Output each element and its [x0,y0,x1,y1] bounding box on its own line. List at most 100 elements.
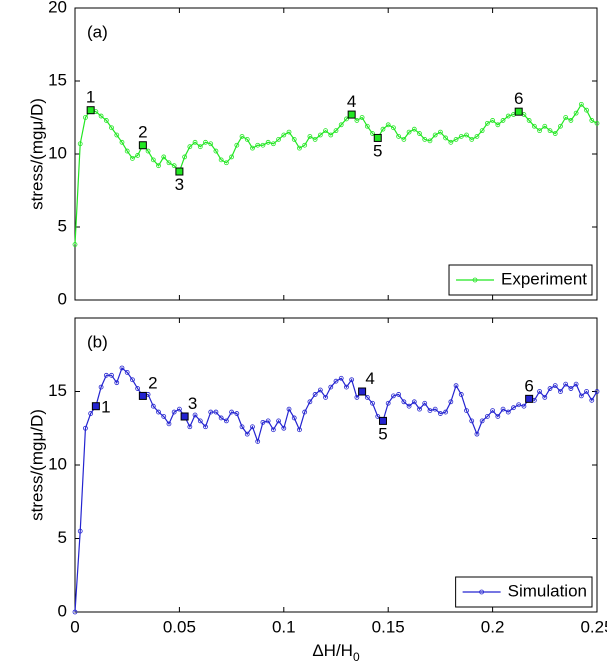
annotation-marker [358,387,367,396]
annotation-marker [525,394,534,403]
data-point [223,418,229,424]
data-point [584,107,589,113]
data-point [448,139,454,145]
annotation-marker [138,141,147,150]
data-point [464,408,469,414]
annotation-marker [373,133,382,142]
data-point [328,132,334,138]
data-point [458,134,464,139]
data-point [72,609,78,615]
data-point [276,136,281,142]
panel-label: (a) [87,22,108,41]
annotation-label: 6 [514,89,523,108]
data-point [187,144,193,150]
x-tick-label: 0.25 [580,617,607,636]
data-point [130,377,135,383]
data-point [203,424,208,430]
legend-marker [472,277,478,283]
data-point [380,126,386,132]
annotation-marker [378,416,387,425]
data-point [349,377,355,383]
annotation-label: 5 [373,141,382,160]
data-point [411,399,417,405]
data-point [558,389,563,394]
data-point [260,142,266,148]
annotation-marker [91,402,100,411]
data-point [161,154,167,160]
data-point [156,409,161,415]
data-point [589,397,595,403]
x-tick-label: 0.05 [163,617,196,636]
data-point [391,125,396,131]
data-point [323,394,328,400]
data-point [417,406,422,412]
annotation-marker [347,110,356,119]
data-point [260,419,266,425]
data-point [88,411,94,416]
data-point [323,128,328,134]
data-point [145,148,151,154]
data-point [505,113,511,119]
plot-frame [74,317,598,613]
data-point [563,381,569,387]
data-point [182,154,188,160]
data-point [427,138,433,144]
data-point [72,242,78,247]
data-point [130,155,135,161]
data-point [578,101,584,107]
data-point [443,409,449,415]
annotation-marker [138,391,147,400]
data-point [297,427,302,433]
data-point [490,408,496,414]
data-point [364,123,370,129]
data-point [77,528,83,534]
data-point [338,122,344,128]
data-point [344,116,349,122]
data-point [385,400,391,406]
data-point [286,406,292,412]
data-point [192,412,198,418]
data-point [448,399,454,405]
data-point [114,380,120,386]
data-point [573,110,579,116]
x-tick-label: 0.1 [272,617,296,636]
annotation-label: 4 [347,92,356,111]
data-point [391,393,396,399]
data-point [265,139,271,145]
annotation-label: 2 [138,123,147,142]
data-point [406,403,412,409]
data-point [307,399,313,405]
annotation-marker [86,106,95,115]
annotation-label: 3 [188,394,197,413]
data-point [192,139,198,145]
data-point [531,123,537,129]
data-point [370,400,375,406]
data-point [552,131,558,136]
data-point [229,409,235,415]
data-point [171,409,177,415]
data-point [270,427,276,433]
panel-label: (b) [87,332,108,351]
data-point [234,142,240,148]
data-point [537,389,542,394]
data-point [166,421,172,427]
data-point [103,372,109,378]
data-point [547,386,553,391]
data-point [573,381,579,387]
data-point [385,122,391,128]
data-point [516,402,522,408]
data-point [135,153,141,158]
data-point [312,392,318,397]
annotation-label: 1 [101,398,110,417]
data-point [244,136,250,142]
data-point [469,136,475,142]
annotation-marker [514,107,523,116]
legend-box [448,264,593,296]
data-point [422,136,428,142]
data-point [307,134,313,139]
data-point [406,129,412,135]
data-point [270,141,276,147]
data-point [505,409,511,415]
data-point [291,136,297,142]
y-tick-label: 10 [48,143,67,162]
